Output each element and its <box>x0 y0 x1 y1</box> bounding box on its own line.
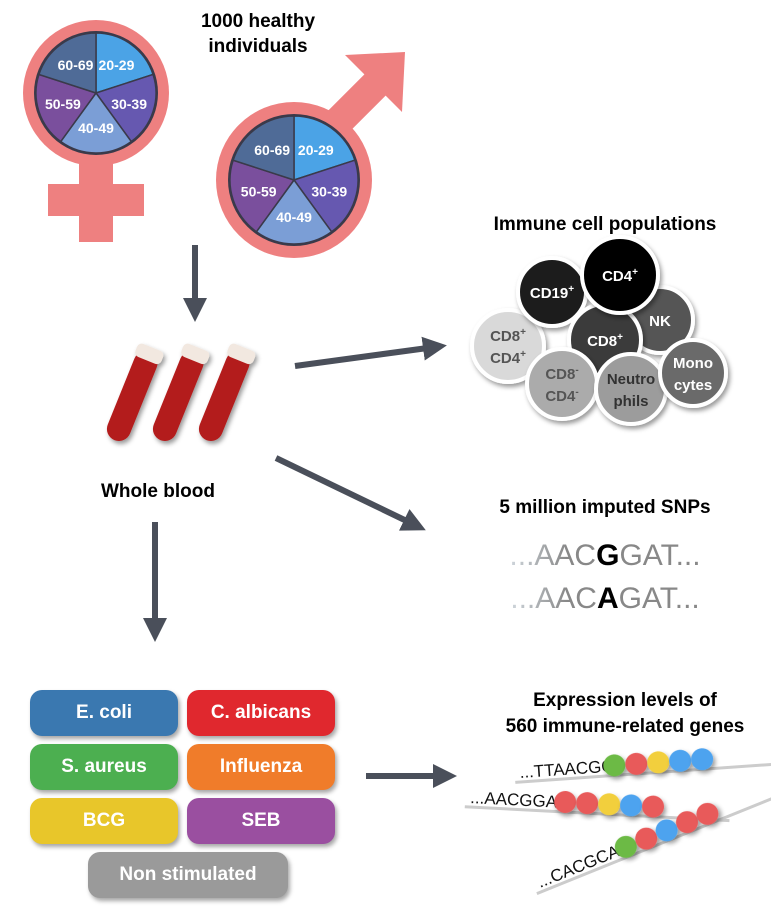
age-label: 20-29 <box>99 57 135 73</box>
expression-dot <box>642 795 665 818</box>
svg-text:CD4+: CD4+ <box>490 349 526 367</box>
immune-cell-cd8cd4: CD8+ CD4+ <box>470 308 546 384</box>
read-sequence: ...TTAACGG <box>519 756 615 782</box>
expression-dot <box>696 802 719 825</box>
expression-dot <box>576 792 599 815</box>
stimulus-s-aureus: S. aureus <box>30 744 178 790</box>
svg-text:CD8-: CD8- <box>545 365 578 383</box>
expression-reads: ...TTAACGG...AACGGAT...CACGCAA <box>464 748 771 895</box>
stimulus-influenza: Influenza <box>187 744 335 790</box>
arrow-to-cells <box>294 336 447 369</box>
expression-dot <box>598 793 621 816</box>
svg-text:CD4+: CD4+ <box>602 267 638 285</box>
age-label: 30-39 <box>311 183 347 199</box>
pie-slice-20-29 <box>95 32 155 95</box>
expression-dot <box>554 790 577 813</box>
snp-sequence-2: ...AACAGAT... <box>510 582 700 615</box>
age-label: 60-69 <box>254 142 290 158</box>
expression-dot <box>647 751 670 774</box>
svg-text:phils: phils <box>613 393 648 410</box>
immune-cells-title: Immune cell populations <box>494 214 717 235</box>
expression-dot <box>603 754 626 777</box>
pie-slice-30-39 <box>292 159 359 233</box>
expression-dot <box>625 752 648 775</box>
whole-blood-label: Whole blood <box>101 481 215 502</box>
expression-read: ...AACGGAT <box>464 788 730 823</box>
snps-title: 5 million imputed SNPs <box>499 497 710 518</box>
expression-dot <box>620 794 643 817</box>
stimulus-bcg: BCG <box>30 798 178 844</box>
male-age-pie: 20-29 30-39 40-49 50-59 60-69 <box>228 114 360 246</box>
immune-cell-cluster: CD8+ CD4+ CD19+ NK CD8+ CD4+ CD8- CD4- Neutro phi… <box>470 235 728 426</box>
age-label: 60-69 <box>58 57 94 73</box>
expression-dot <box>614 835 637 858</box>
stimulus-non-stimulated: Non stimulated <box>88 852 288 898</box>
pie-slice-30-39 <box>94 73 157 143</box>
svg-text:CD4-: CD4- <box>545 387 578 405</box>
immune-cell-cd19: CD19+ <box>516 256 588 328</box>
svg-text:cytes: cytes <box>674 377 712 394</box>
expression-dot <box>635 827 658 850</box>
pie-slice-50-59 <box>229 159 296 233</box>
immune-cell-monocytes: Mono cytes <box>658 338 728 408</box>
svg-text:CD8+: CD8+ <box>490 327 526 345</box>
svg-text:CD19+: CD19+ <box>530 284 574 302</box>
stimulus-seb: SEB <box>187 798 335 844</box>
pie-slice-40-49 <box>255 178 333 245</box>
age-label: 20-29 <box>298 142 334 158</box>
pie-slice-40-49 <box>59 91 133 154</box>
male-symbol: 20-29 30-39 40-49 50-59 60-69 <box>216 52 405 258</box>
snp-sequence-1: ...AACGGAT... <box>509 539 700 572</box>
svg-text:CD8+: CD8+ <box>587 332 623 350</box>
cohort-title-line1: 1000 healthy <box>201 11 315 32</box>
age-label: 30-39 <box>111 96 147 112</box>
svg-text:NK: NK <box>649 313 671 330</box>
age-label: 50-59 <box>45 96 81 112</box>
expression-dot <box>691 748 714 771</box>
age-label: 40-49 <box>78 120 114 136</box>
female-age-pie: 20-29 30-39 40-49 50-59 60-69 <box>34 31 158 155</box>
expression-dot <box>655 819 678 842</box>
svg-text:Mono: Mono <box>673 355 713 372</box>
stimulus-e-coli: E. coli <box>30 690 178 736</box>
pie-slice-20-29 <box>293 115 356 182</box>
arrow-to-snps <box>274 455 426 531</box>
immune-cell-cd4: CD4+ <box>580 235 660 315</box>
cohort-title-line2: individuals <box>208 36 307 57</box>
immune-cell-neutrophils: Neutro phils <box>594 352 668 426</box>
stimulus-c-albicans: C. albicans <box>187 690 335 736</box>
expression-read: ...TTAACGG <box>515 748 771 784</box>
female-symbol: 20-29 30-39 40-49 50-59 60-69 <box>23 20 169 242</box>
immune-cell-cd8cd4: CD8- CD4- <box>525 347 599 421</box>
svg-text:Neutro: Neutro <box>607 371 655 388</box>
pie-slice-60-69 <box>37 32 97 95</box>
expression-dot <box>676 811 699 834</box>
expression-title-line1: Expression levels of <box>533 690 717 711</box>
blood-tubes-icon <box>106 343 256 441</box>
expression-title-line2: 560 immune-related genes <box>506 716 745 737</box>
pie-slice-60-69 <box>232 115 295 182</box>
age-label: 50-59 <box>241 183 277 199</box>
expression-dot <box>669 749 692 772</box>
pie-slice-50-59 <box>35 73 98 143</box>
age-label: 40-49 <box>276 209 312 225</box>
